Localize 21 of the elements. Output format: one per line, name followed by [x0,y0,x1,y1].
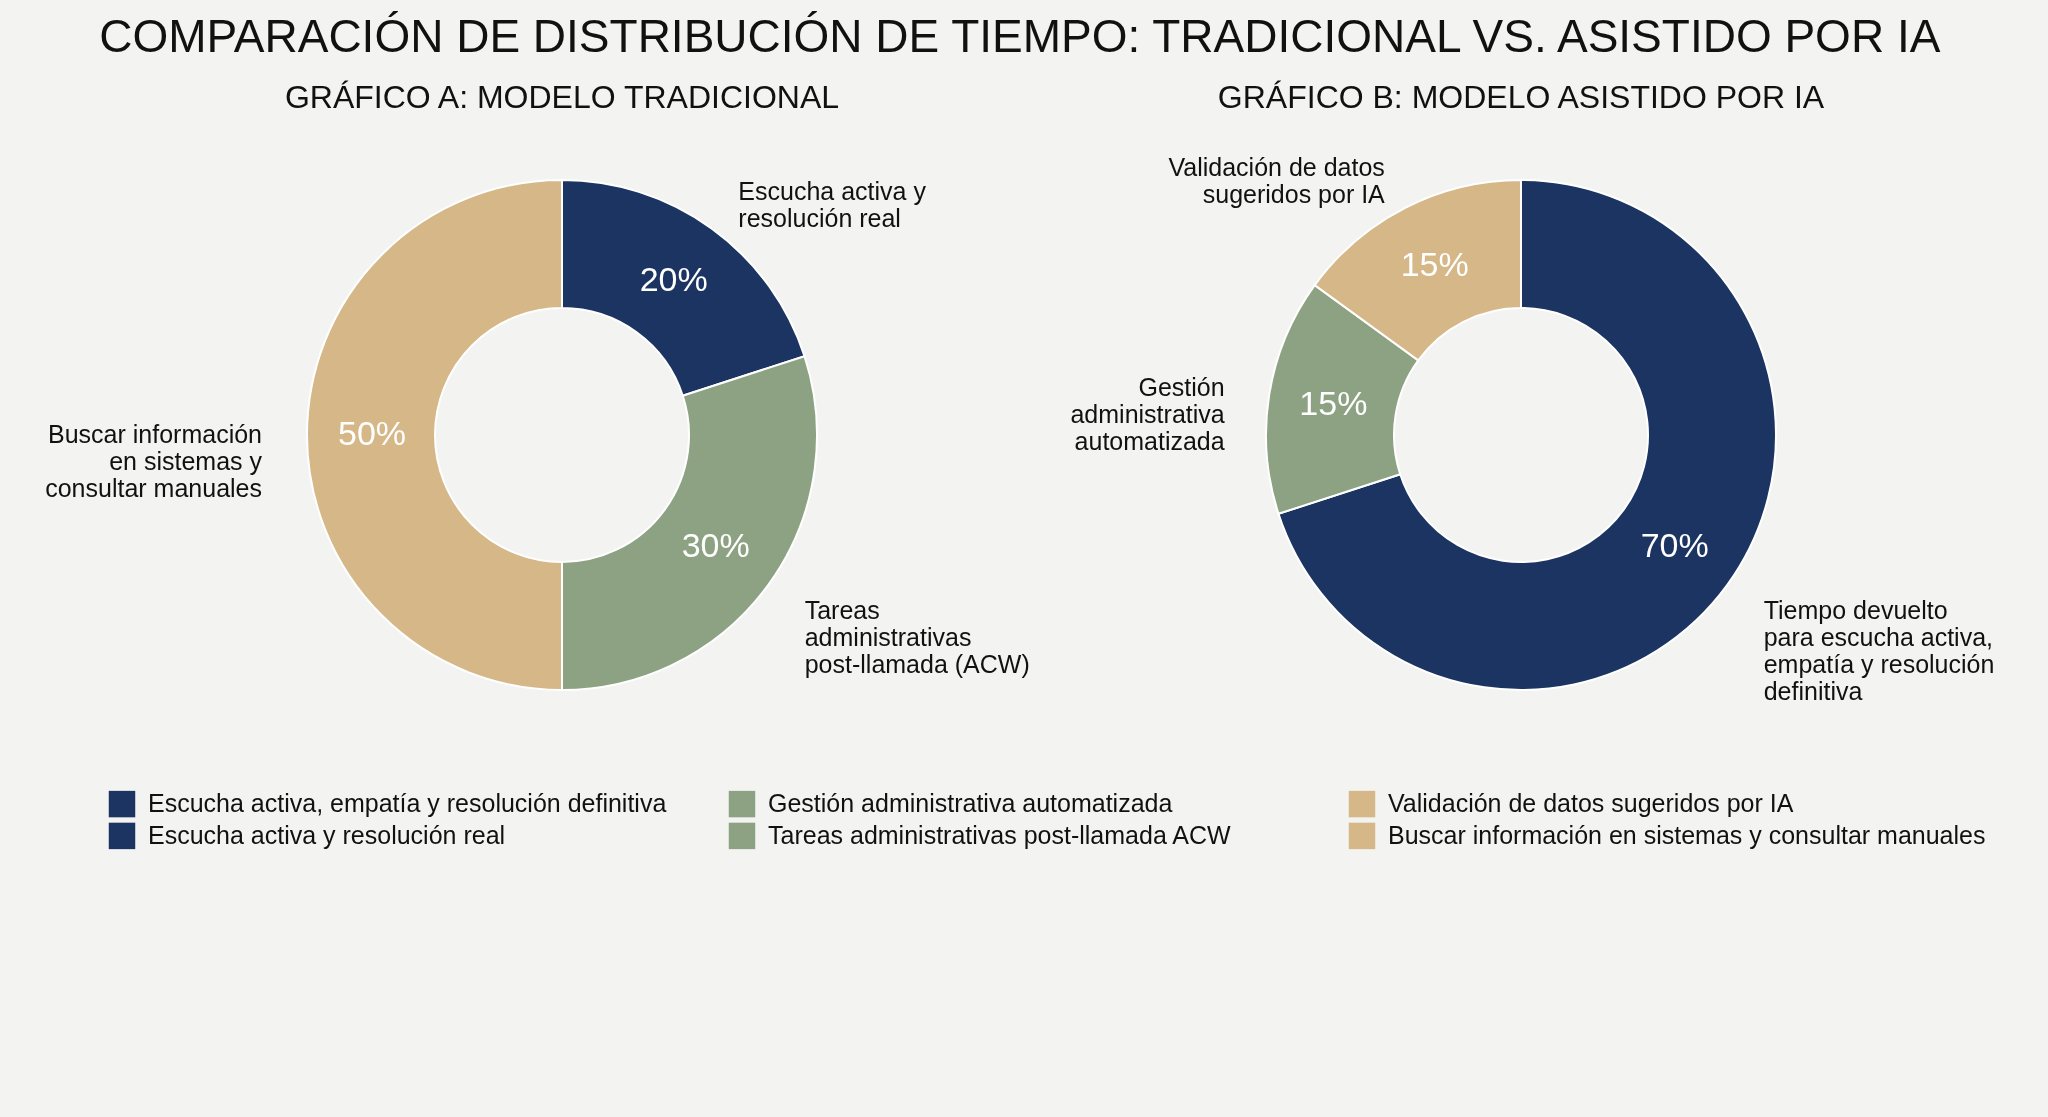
slice-label: Gestión administrativa automatizada [1070,373,1225,456]
data-label: 50% [337,414,407,452]
category-label: Escucha activa, empatía y resolución definitiva [148,789,667,818]
slice-label: Buscar información en sistemas y consultar manuales [45,420,263,502]
category-label: Tareas administrativas post-llamada ACW [768,820,1232,849]
data-label: 15% [1299,384,1368,423]
data-label: 20% [639,260,708,299]
category-label: Validación de datos sugeridos por IA [1388,789,1794,818]
slice-label: Tiempo devuelto para escucha activa, empatía y resolución definitiva [1763,596,1995,706]
chart-title: COMPARACIÓN DE DISTRIBUCIÓN DE TIEMPO: TRADICIONAL VS. ASISTIDO POR IA [99,10,1941,62]
category-label: Escucha activa y resolución real [148,820,506,849]
chart-subtitle: GRÁFICO A: MODELO TRADICIONAL [284,79,840,115]
slice-label: Escucha activa y resolución real [738,177,927,233]
slice-label: Validación de datos sugeridos por IA [1168,152,1386,208]
data-label: 30% [681,525,750,564]
category-label: Gestión administrativa automatizada [768,789,1173,818]
data-label: 15% [1400,244,1469,283]
chart-title: GRÁFICO B: MODELO ASISTIDO POR IA [1217,79,1825,115]
data-label: 70% [1640,525,1709,564]
category-label: Buscar información en sistemas y consultar manuales [1388,820,1986,849]
slice-label: Tareas administrativas post-llamada (ACW) [804,596,1030,679]
